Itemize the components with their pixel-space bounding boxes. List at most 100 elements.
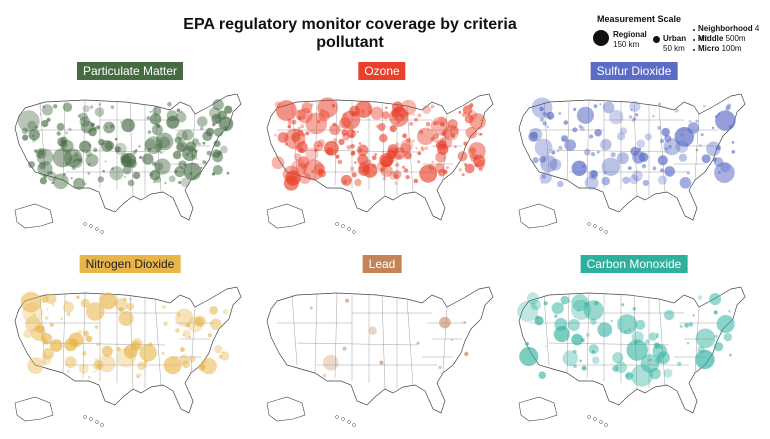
hawaii-island	[100, 230, 104, 234]
monitor-circle	[371, 155, 377, 161]
monitor-circle	[679, 324, 683, 328]
monitor-circle	[293, 129, 299, 134]
monitor-circle	[66, 369, 71, 374]
monitor-circle	[612, 352, 624, 364]
monitor-circle	[554, 314, 558, 318]
monitor-circle	[349, 166, 355, 172]
panel-label: Nitrogen Dioxide	[79, 255, 181, 273]
urban-label: Urban	[663, 34, 687, 43]
state-border	[334, 99, 338, 186]
monitor-circle	[384, 106, 388, 110]
monitor-circle	[188, 150, 193, 155]
monitor-circle	[132, 171, 141, 180]
monitor-circle	[120, 121, 123, 124]
monitor-circle	[49, 171, 53, 175]
monitor-circle	[322, 373, 327, 378]
monitor-circle	[382, 150, 385, 153]
monitor-circle	[405, 137, 411, 143]
monitor-circle	[442, 128, 453, 139]
monitor-circle	[686, 171, 690, 175]
monitor-circle	[288, 121, 292, 126]
monitor-circle	[159, 151, 163, 154]
monitor-circle	[46, 293, 57, 305]
monitor-circle	[46, 117, 51, 122]
micro-distance: 100m	[721, 44, 742, 53]
monitor-circle	[34, 149, 38, 153]
monitor-circle	[622, 176, 630, 184]
monitor-circle	[418, 130, 424, 135]
monitor-circle	[36, 148, 54, 166]
monitor-circle	[657, 351, 670, 365]
monitor-circle	[90, 105, 94, 109]
monitor-circle	[53, 173, 69, 190]
monitor-circle	[144, 148, 147, 151]
monitor-circle	[432, 122, 436, 126]
monitor-circle	[50, 339, 63, 352]
monitor-circle	[603, 171, 607, 175]
monitor-circle	[632, 307, 637, 311]
urban-distance: 50 km	[663, 44, 685, 53]
monitor-circle	[206, 150, 212, 156]
monitor-circle	[202, 141, 206, 145]
monitor-circle	[209, 107, 221, 119]
monitor-circle	[371, 163, 377, 168]
monitor-circle	[105, 126, 108, 129]
monitor-circle	[517, 300, 539, 322]
panel-nitrogen-dioxide: Nitrogen Dioxide	[5, 255, 255, 430]
monitor-circle	[542, 111, 547, 117]
monitor-circle	[434, 139, 439, 144]
monitor-circle	[642, 179, 649, 187]
map-title: EPA regulatory monitor coverage by crite…	[183, 16, 517, 51]
monitor-circle	[590, 318, 597, 325]
monitor-circle	[538, 371, 546, 379]
panel-ozone: Ozone	[257, 62, 507, 237]
monitor-circle	[424, 146, 429, 150]
monitor-circle	[329, 123, 341, 136]
monitor-circle	[154, 162, 164, 171]
monitor-circle	[37, 161, 53, 177]
monitor-circle	[87, 172, 91, 175]
monitor-circle	[558, 145, 563, 151]
monitor-circle	[428, 163, 435, 171]
monitor-circle	[197, 116, 208, 127]
monitor-circle	[596, 150, 600, 154]
monitor-circle	[399, 113, 405, 118]
regional-label: Regional	[613, 30, 647, 39]
monitor-circle	[283, 175, 299, 191]
monitor-circle	[313, 163, 326, 175]
map-group	[14, 286, 242, 427]
monitor-circle	[104, 140, 115, 151]
monitor-circle	[78, 363, 89, 374]
panel-label: Ozone	[358, 62, 406, 80]
monitor-circle	[457, 151, 468, 162]
monitor-circle	[306, 110, 310, 114]
monitor-circle	[354, 178, 362, 187]
monitor-circle	[578, 124, 583, 129]
monitor-circle	[297, 108, 313, 124]
alaska-outline	[14, 203, 54, 229]
monitor-circle	[546, 125, 550, 129]
monitor-circle	[632, 170, 643, 182]
monitor-circle	[332, 138, 338, 144]
monitor-circle	[728, 353, 732, 357]
monitor-circle	[124, 175, 127, 178]
alaska-outline	[518, 396, 558, 422]
monitor-circle	[463, 162, 468, 167]
monitor-circle	[610, 319, 613, 322]
monitor-circle	[580, 126, 585, 131]
monitor-circle	[168, 175, 176, 183]
monitor-circle	[562, 138, 565, 142]
monitor-circle	[149, 169, 161, 181]
monitor-circle	[182, 129, 194, 141]
monitor-circle	[75, 154, 78, 156]
monitor-circle	[172, 150, 182, 160]
panel-label: Particulate Matter	[76, 62, 184, 80]
monitor-circle	[400, 139, 413, 152]
monitor-circle	[631, 118, 635, 122]
monitor-circle	[71, 165, 76, 171]
monitor-circle	[563, 120, 569, 125]
monitor-circle	[458, 168, 462, 172]
alaska-outline	[266, 396, 306, 422]
monitor-circle	[182, 329, 191, 338]
monitor-circle	[144, 136, 163, 155]
